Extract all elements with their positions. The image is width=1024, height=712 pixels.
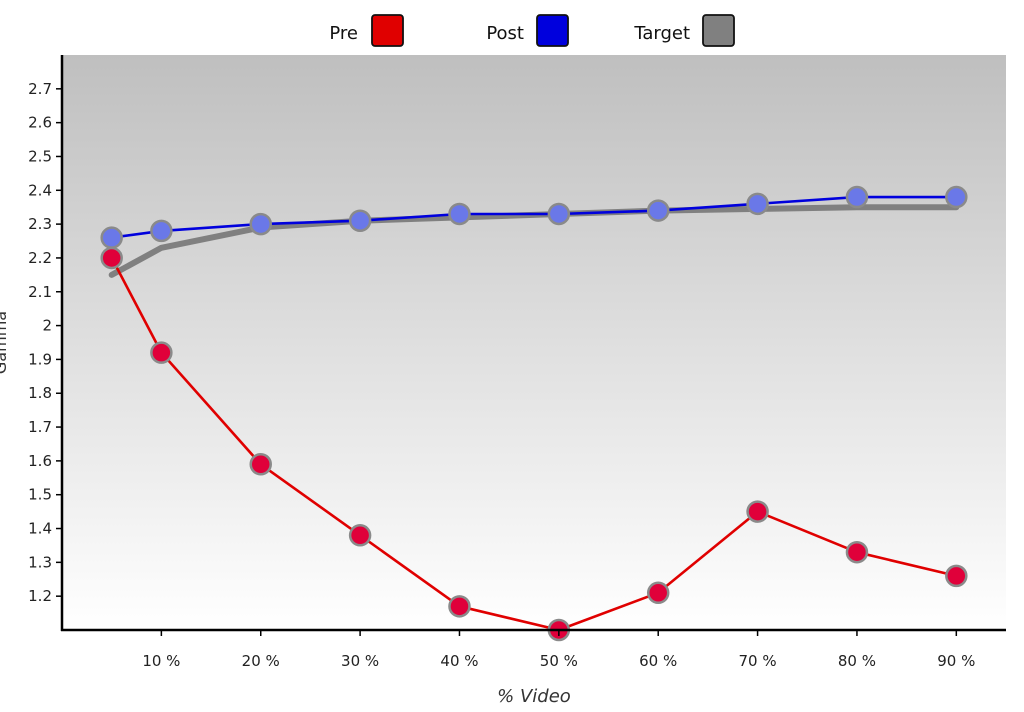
axes-layer: 1.2 1.3 1.4 1.5 1.6 1.7 1.8 1.9 2 2.1 2.2 2.3 2.4 2.5… — [28, 55, 1006, 670]
y-tick-label: 2.4 — [28, 181, 52, 199]
data-point-post — [746, 192, 769, 216]
x-tick-label: 20 % — [242, 652, 280, 670]
legend-swatch-post — [536, 14, 569, 47]
data-point-post — [100, 226, 123, 249]
legend: Pre Post Target — [329, 14, 735, 47]
data-point-post — [646, 199, 670, 222]
y-tick-label: 2.5 — [28, 147, 52, 165]
series-line-post — [110, 195, 958, 239]
x-tick-label: 90 % — [937, 652, 975, 670]
data-point-post — [547, 202, 571, 226]
y-tick-label: 1.5 — [28, 486, 52, 504]
series-layer — [100, 185, 968, 642]
series-line-target — [108, 204, 960, 278]
data-point-post — [845, 185, 869, 209]
y-tick-label: 1.3 — [28, 553, 52, 571]
y-tick-label: 2 — [42, 317, 52, 335]
legend-label-pre: Pre — [329, 23, 358, 44]
x-tick-label: 30 % — [341, 652, 379, 670]
y-tick-label: 1.9 — [28, 350, 52, 368]
data-point-post — [945, 185, 968, 209]
legend-swatch-pre — [371, 14, 404, 47]
y-tick-label: 2.2 — [28, 249, 52, 267]
y-tick-label: 2.6 — [28, 114, 52, 132]
data-point-post — [249, 212, 272, 236]
data-point-pre — [100, 246, 123, 270]
series-line-pre — [110, 256, 958, 632]
data-point-pre — [348, 524, 372, 547]
x-axis-title: % Video — [497, 686, 571, 707]
x-tick-label: 60 % — [639, 652, 677, 670]
y-tick-label: 1.2 — [28, 587, 52, 605]
data-point-pre — [845, 540, 869, 564]
data-point-pre — [945, 564, 968, 588]
y-tick-label: 2.1 — [28, 283, 52, 301]
legend-swatch-target — [702, 14, 735, 47]
x-tick-label: 40 % — [440, 652, 478, 670]
data-point-pre — [150, 341, 173, 364]
data-point-pre — [249, 453, 272, 476]
x-tick-label: 10 % — [142, 652, 180, 670]
y-tick-label: 1.8 — [28, 384, 52, 402]
data-point-pre — [646, 581, 670, 605]
y-tick-label: 1.4 — [28, 520, 52, 538]
x-tick-label: 70 % — [739, 652, 777, 670]
legend-label-post: Post — [486, 23, 524, 44]
data-point-post — [150, 219, 173, 243]
data-point-post — [348, 209, 372, 232]
y-tick-label: 1.7 — [28, 418, 52, 436]
x-tick-label: 80 % — [838, 652, 876, 670]
y-axis-title: Gamma — [0, 311, 10, 374]
y-tick-label: 2.3 — [28, 215, 52, 233]
y-tick-label: 2.7 — [28, 80, 52, 98]
data-point-post — [448, 202, 471, 226]
data-point-pre — [746, 500, 769, 523]
y-tick-label: 1.6 — [28, 452, 52, 470]
data-point-pre — [448, 595, 471, 618]
plot-area — [62, 55, 1006, 630]
x-tick-label: 50 % — [540, 652, 578, 670]
legend-label-target: Target — [633, 23, 690, 44]
